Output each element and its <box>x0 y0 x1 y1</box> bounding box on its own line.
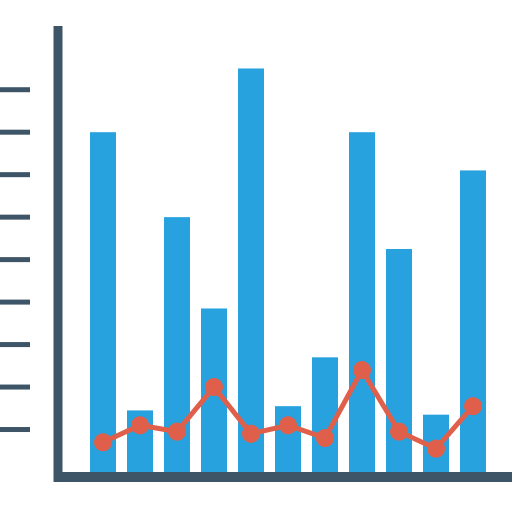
bar-5 <box>238 68 264 472</box>
line-series <box>94 361 482 458</box>
y-tick-4 <box>0 299 30 305</box>
line-point-8 <box>353 361 371 380</box>
bar-series <box>90 68 486 472</box>
line-point-3 <box>168 422 186 441</box>
bar-8 <box>349 132 375 472</box>
line-point-7 <box>316 429 334 448</box>
line-point-2 <box>131 416 149 435</box>
y-tick-5 <box>0 257 30 263</box>
line-point-6 <box>279 416 297 435</box>
line-point-11 <box>464 397 482 416</box>
y-tick-1 <box>0 427 30 433</box>
bar-11 <box>460 170 486 472</box>
y-axis-ticks <box>0 87 30 433</box>
bar-6 <box>275 406 301 472</box>
y-axis-line <box>53 26 63 477</box>
y-tick-9 <box>0 87 30 93</box>
y-tick-3 <box>0 342 30 348</box>
line-point-10 <box>427 439 445 458</box>
bar-7 <box>312 357 338 472</box>
y-tick-6 <box>0 214 30 220</box>
line-point-4 <box>205 378 223 397</box>
y-tick-7 <box>0 172 30 178</box>
x-axis-line <box>53 472 512 482</box>
line-point-5 <box>242 424 260 443</box>
line-point-1 <box>94 433 112 452</box>
y-tick-2 <box>0 384 30 390</box>
y-tick-8 <box>0 129 30 135</box>
bar-1 <box>90 132 116 472</box>
axes <box>53 26 512 482</box>
line-point-9 <box>390 422 408 441</box>
